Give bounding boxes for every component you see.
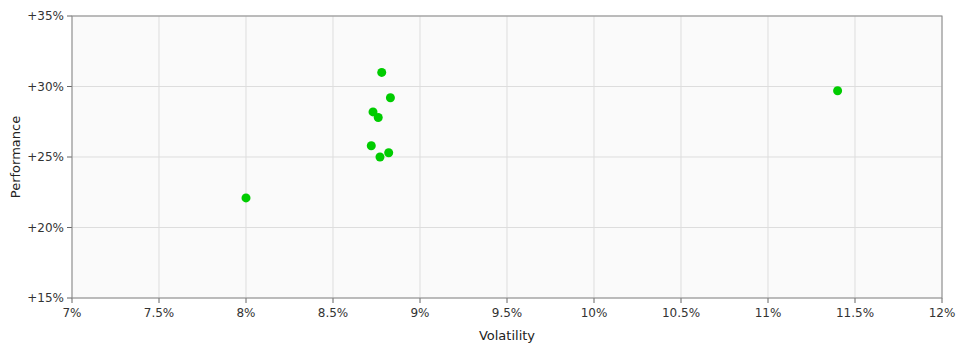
plot-area [72, 16, 942, 298]
point [375, 153, 384, 162]
tick-labels: 7% 7.5% 8% 8.5% 9% 9.5% 10% 10.5% 11% 11.5% 12% +15… [27, 9, 955, 320]
y-tick-label: +15% [27, 291, 64, 305]
x-tick [681, 298, 682, 303]
x-tick-label: 10% [581, 306, 608, 320]
x-tick [942, 298, 943, 303]
y-tick [67, 227, 72, 228]
x-tick-label: 8.5% [318, 306, 349, 320]
y-tick [67, 298, 72, 299]
x-tick-label: 12% [929, 306, 956, 320]
y-tick [67, 16, 72, 17]
points [242, 68, 843, 202]
x-tick [768, 298, 769, 303]
y-axis-label: Performance [8, 116, 23, 198]
x-tick-label: 7% [62, 306, 81, 320]
x-tick-label: 9% [410, 306, 429, 320]
x-tick [507, 298, 508, 303]
x-tick-label: 8% [236, 306, 255, 320]
y-tick [67, 157, 72, 158]
x-tick [855, 298, 856, 303]
x-tick [159, 298, 160, 303]
x-tick [333, 298, 334, 303]
grid [72, 16, 942, 298]
point [833, 86, 842, 95]
y-tick [67, 86, 72, 87]
y-grid-line [72, 157, 942, 158]
point [242, 193, 251, 202]
x-tick-label: 7.5% [144, 306, 175, 320]
x-tick-label: 10.5% [662, 306, 700, 320]
point [377, 68, 386, 77]
point [384, 148, 393, 157]
x-tick-label: 11.5% [836, 306, 874, 320]
x-axis-label: Volatility [479, 328, 535, 343]
y-tick-label: +25% [27, 150, 64, 164]
y-tick-label: +20% [27, 221, 64, 235]
x-tick [246, 298, 247, 303]
chart: 7% 7.5% 8% 8.5% 9% 9.5% 10% 10.5% 11% 11.5% 12% +15… [0, 0, 966, 350]
point [386, 93, 395, 102]
point [374, 113, 383, 122]
y-grid-line [72, 86, 942, 87]
point [367, 141, 376, 150]
x-tick [72, 298, 73, 303]
x-tick [594, 298, 595, 303]
y-grid-line [72, 227, 942, 228]
y-tick-label: +30% [27, 80, 64, 94]
x-tick-label: 11% [755, 306, 782, 320]
x-tick-label: 9.5% [492, 306, 523, 320]
plot-frame [72, 16, 942, 298]
x-tick [420, 298, 421, 303]
y-tick-label: +35% [27, 9, 64, 23]
